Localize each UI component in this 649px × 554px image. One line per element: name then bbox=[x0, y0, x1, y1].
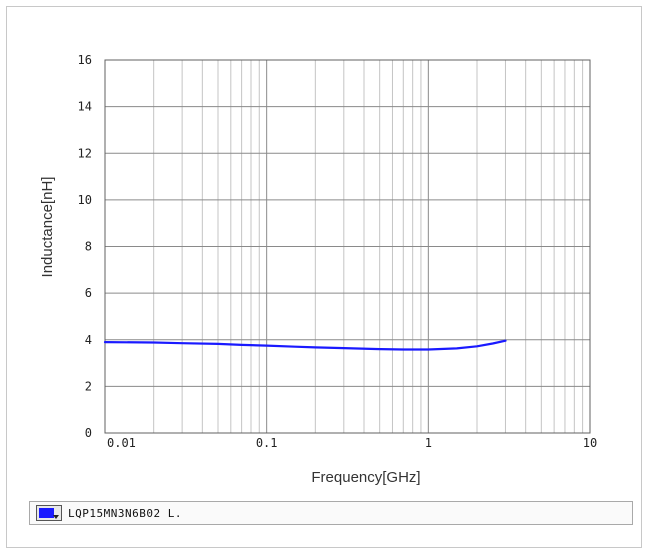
x-tick-labels: 0.01 0.1 1 10 bbox=[107, 436, 597, 450]
x-tick-label: 0.01 bbox=[107, 436, 136, 450]
y-axis-label: Inductance[nH] bbox=[39, 177, 56, 278]
y-tick-label: 12 bbox=[78, 146, 92, 160]
x-axis-label: Frequency[GHz] bbox=[311, 469, 420, 486]
y-tick-label: 14 bbox=[78, 100, 92, 114]
y-tick-label: 8 bbox=[85, 240, 92, 254]
dropdown-arrow-icon bbox=[53, 515, 59, 519]
x-tick-label: 1 bbox=[425, 436, 432, 450]
y-tick-label: 16 bbox=[78, 53, 92, 67]
legend-series-label: LQP15MN3N6B02 L. bbox=[68, 507, 182, 520]
y-tick-label: 6 bbox=[85, 286, 92, 300]
y-tick-label: 0 bbox=[85, 426, 92, 440]
y-tick-labels: 0 2 4 6 8 10 12 14 16 bbox=[78, 53, 92, 440]
y-tick-label: 2 bbox=[85, 379, 92, 393]
y-tick-label: 4 bbox=[85, 333, 92, 347]
x-tick-label: 10 bbox=[583, 436, 597, 450]
x-tick-label: 0.1 bbox=[256, 436, 278, 450]
legend-color-fill bbox=[39, 508, 54, 518]
y-tick-label: 10 bbox=[78, 193, 92, 207]
legend: LQP15MN3N6B02 L. bbox=[29, 501, 633, 525]
legend-color-picker[interactable] bbox=[36, 505, 62, 521]
